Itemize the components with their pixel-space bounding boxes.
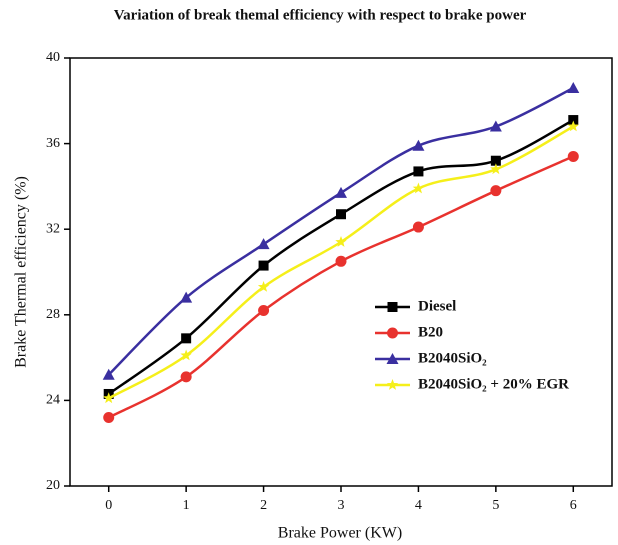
- y-tick-label: 40: [46, 50, 60, 65]
- marker: [567, 120, 579, 132]
- marker: [335, 236, 347, 247]
- x-tick-label: 3: [338, 498, 345, 513]
- y-tick-label: 20: [46, 478, 60, 493]
- marker: [257, 238, 270, 250]
- y-tick-label: 28: [46, 307, 60, 322]
- x-tick-label: 6: [570, 498, 577, 513]
- y-tick-label: 36: [46, 136, 60, 151]
- marker: [102, 368, 115, 380]
- marker: [387, 302, 398, 312]
- marker: [257, 281, 270, 292]
- legend-label: B2040SiO₂: [418, 350, 487, 366]
- marker: [490, 155, 501, 166]
- legend-label: B2040SiO₂ + 20% EGR: [418, 376, 569, 392]
- legend-label: B20: [418, 324, 443, 340]
- marker: [387, 327, 398, 339]
- marker: [181, 333, 192, 344]
- y-axis-label: Brake Thermal efficiency (%): [13, 176, 30, 368]
- plot-frame: [69, 57, 613, 487]
- marker: [335, 255, 347, 267]
- marker: [489, 120, 502, 132]
- legend-label: Diesel: [418, 298, 456, 314]
- marker: [180, 291, 193, 303]
- marker: [490, 163, 502, 175]
- y-tick-label: 24: [46, 393, 60, 408]
- marker: [412, 182, 425, 194]
- marker: [180, 349, 192, 361]
- marker: [180, 371, 192, 383]
- marker: [567, 81, 580, 93]
- x-tick-label: 1: [183, 498, 190, 513]
- marker: [412, 139, 425, 151]
- x-tick-label: 5: [492, 498, 499, 513]
- marker: [490, 185, 502, 197]
- y-tick-label: 32: [46, 221, 60, 236]
- marker: [386, 379, 399, 390]
- x-tick-label: 0: [105, 498, 112, 513]
- marker: [567, 150, 579, 162]
- marker: [568, 115, 579, 126]
- marker: [386, 353, 399, 364]
- marker: [103, 412, 115, 424]
- x-axis-label: Brake Power (KW): [278, 525, 402, 542]
- marker: [336, 209, 346, 220]
- chart-title: Variation of break themal efficiency wit…: [114, 7, 527, 23]
- marker: [413, 166, 424, 177]
- x-tick-label: 4: [415, 498, 422, 513]
- x-tick-label: 2: [260, 498, 267, 513]
- marker: [258, 260, 269, 271]
- marker: [335, 186, 347, 198]
- marker: [412, 221, 424, 233]
- marker: [258, 305, 270, 317]
- marker: [103, 392, 115, 404]
